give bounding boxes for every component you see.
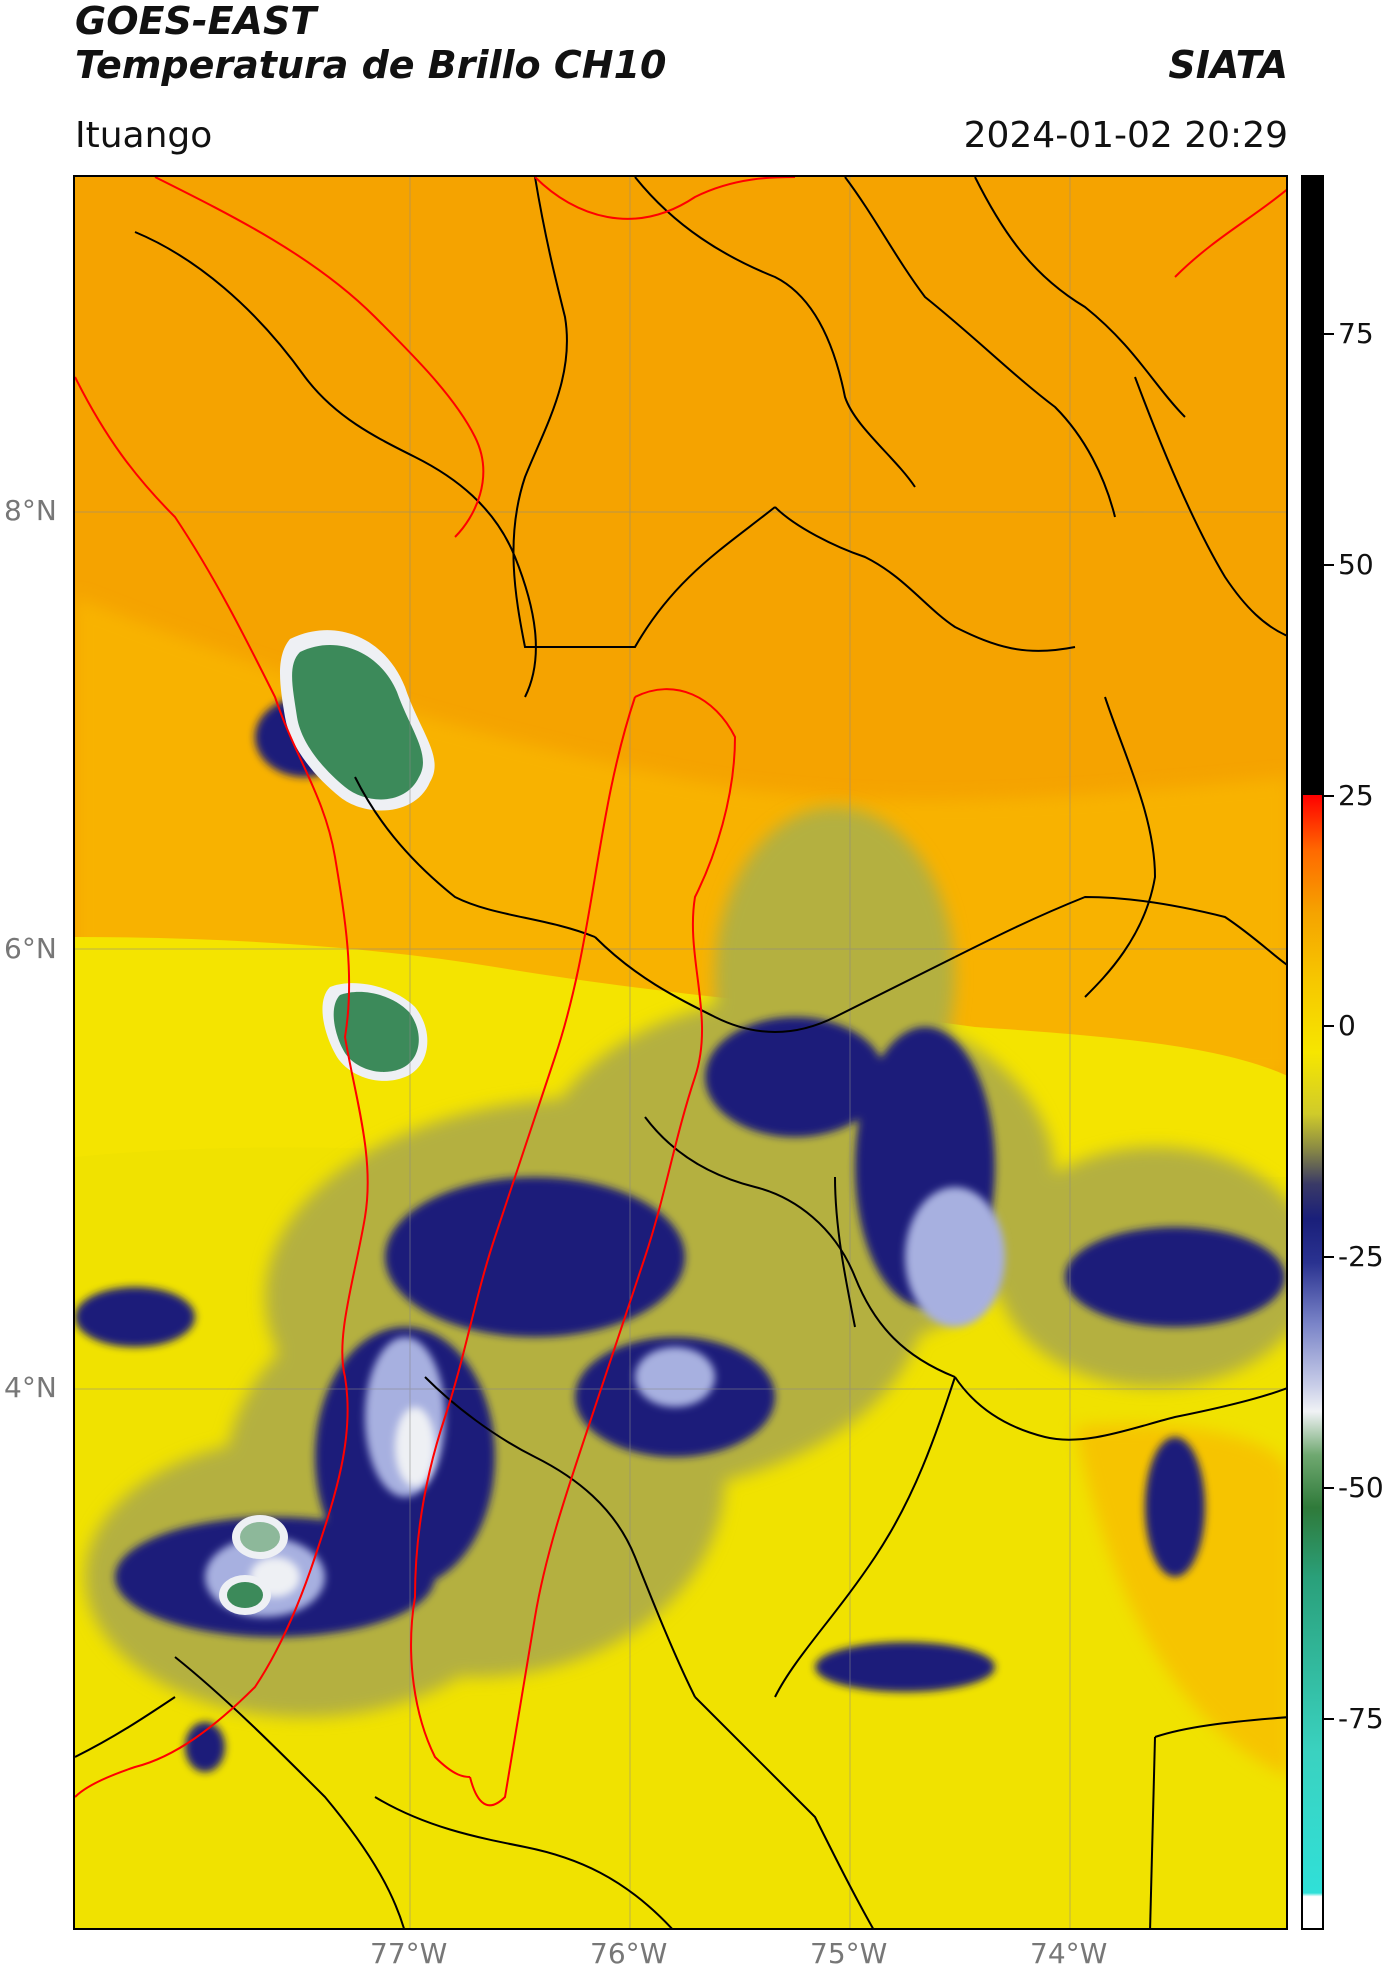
brightness-temperature-map: [75, 177, 1286, 1928]
lat-label-6n: 6°N: [4, 932, 57, 965]
lat-label-8n: 8°N: [4, 494, 57, 527]
department-boundaries: [75, 177, 1286, 1928]
colorbar-tick-neg25: -25: [1338, 1240, 1384, 1273]
title-satellite: GOES-EAST: [75, 0, 317, 43]
title-product: Temperatura de Brillo CH10: [75, 43, 667, 87]
colorbar-tick-neg50: -50: [1338, 1471, 1384, 1504]
subtitle-timestamp: 2024-01-02 20:29: [963, 115, 1288, 156]
lon-label-75w: 75°W: [810, 1937, 888, 1970]
map-panel: [73, 175, 1288, 1930]
colorbar-tick-neg75: -75: [1338, 1702, 1384, 1735]
subtitle-region: Ituango: [75, 115, 213, 156]
colorbar-tick-0: 0: [1338, 1009, 1356, 1042]
lon-label-74w: 74°W: [1030, 1937, 1108, 1970]
colorbar-tick-25: 25: [1338, 779, 1374, 812]
orange-southeast: [1075, 1424, 1286, 1776]
colorbar: [1301, 175, 1324, 1930]
lat-label-4n: 4°N: [4, 1371, 57, 1404]
title-agency: SIATA: [1168, 43, 1288, 87]
lon-label-76w: 76°W: [590, 1937, 668, 1970]
colorbar-tick-75: 75: [1338, 317, 1374, 350]
graticule: [75, 177, 1286, 1928]
lon-label-77w: 77°W: [370, 1937, 448, 1970]
colorbar-tick-50: 50: [1338, 548, 1374, 581]
highlight-boundaries: [75, 177, 1286, 1807]
